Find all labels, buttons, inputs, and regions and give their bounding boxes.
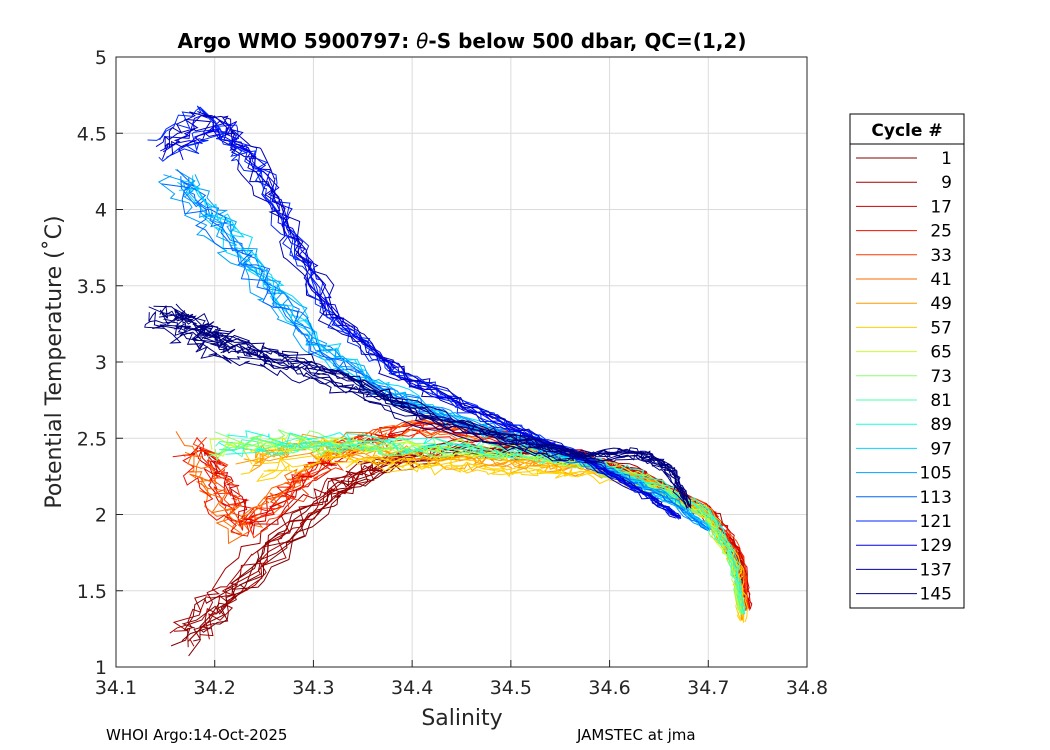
legend-label: 145 — [920, 585, 952, 605]
legend-title: Cycle # — [871, 121, 942, 141]
legend-label: 33 — [930, 246, 952, 266]
legend-label: 17 — [930, 197, 952, 217]
cycle-profile-line — [158, 313, 692, 508]
y-tick-label: 3.5 — [77, 276, 107, 298]
cycle-profile-line — [149, 320, 690, 508]
cycle-profile-line — [218, 437, 743, 614]
cycle-profile-line — [180, 176, 710, 531]
legend-label: 89 — [930, 415, 952, 435]
cycle-profile-line — [148, 306, 689, 506]
legend-label: 49 — [930, 294, 952, 314]
y-tick-label: 4.5 — [77, 123, 107, 145]
legend-label: 81 — [930, 391, 952, 411]
y-tick-label: 5 — [95, 47, 107, 69]
cycle-profile-line — [158, 128, 680, 520]
legend-label: 9 — [941, 173, 952, 193]
curves — [144, 105, 753, 657]
x-tick-label: 34.2 — [194, 677, 236, 699]
legend-label: 121 — [920, 512, 952, 532]
cycle-profile-line — [144, 320, 688, 509]
legend-label: 105 — [920, 464, 952, 484]
legend-entries: 1 9 17 25 33 41 49 57 65 73 81 89 97 105 113 121 129 137 1… — [856, 149, 952, 605]
y-tick-label: 1 — [95, 657, 107, 679]
legend-label: 57 — [930, 318, 952, 338]
x-ticks: 34.1 34.2 34.3 34.4 34.5 34.6 34.7 34.8 — [95, 660, 828, 699]
legend-label: 41 — [930, 270, 952, 290]
footer-right: JAMSTEC at jma — [577, 726, 696, 744]
cycle-profile-line — [226, 430, 745, 613]
y-tick-label: 2 — [95, 505, 107, 527]
x-tick-label: 34.6 — [588, 677, 630, 699]
cycle-profile-line — [174, 322, 692, 509]
legend: Cycle # 1 9 17 25 33 41 49 57 65 73 81 89 97 105 113 12… — [849, 113, 965, 609]
y-tick-label: 3 — [95, 352, 107, 374]
x-tick-label: 34.7 — [687, 677, 729, 699]
x-tick-label: 34.8 — [786, 677, 828, 699]
y-ticks: 1 1.5 2 2.5 3 3.5 4 4.5 5 — [77, 47, 123, 679]
cycle-profile-line — [168, 111, 678, 517]
legend-label: 25 — [930, 222, 952, 242]
legend-label: 137 — [920, 560, 952, 580]
cycle-profile-line — [215, 439, 743, 615]
cycle-profile-line — [152, 323, 689, 509]
legend-box — [849, 113, 965, 609]
legend-label: 97 — [930, 439, 952, 459]
legend-label: 65 — [930, 343, 952, 363]
chart-title: Argo WMO 5900797: θ-S below 500 dbar, QC… — [178, 29, 747, 53]
legend-label: 1 — [941, 149, 952, 169]
x-axis-label: Salinity — [421, 706, 502, 731]
cycle-profile-line — [161, 118, 677, 519]
x-tick-label: 34.3 — [292, 677, 334, 699]
legend-label: 129 — [920, 536, 952, 556]
cycle-profile-line — [163, 115, 680, 518]
legend-label: 73 — [930, 367, 952, 387]
footer-left: WHOI Argo:14-Oct-2025 — [106, 726, 288, 744]
legend-label: 113 — [920, 488, 952, 508]
x-tick-label: 34.1 — [95, 677, 137, 699]
x-tick-label: 34.5 — [490, 677, 532, 699]
y-tick-label: 1.5 — [77, 581, 107, 603]
y-tick-label: 4 — [95, 200, 107, 222]
y-axis-label: Potential Temperature (˚C) — [42, 215, 67, 508]
y-tick-label: 2.5 — [77, 428, 107, 450]
x-tick-label: 34.4 — [391, 677, 433, 699]
